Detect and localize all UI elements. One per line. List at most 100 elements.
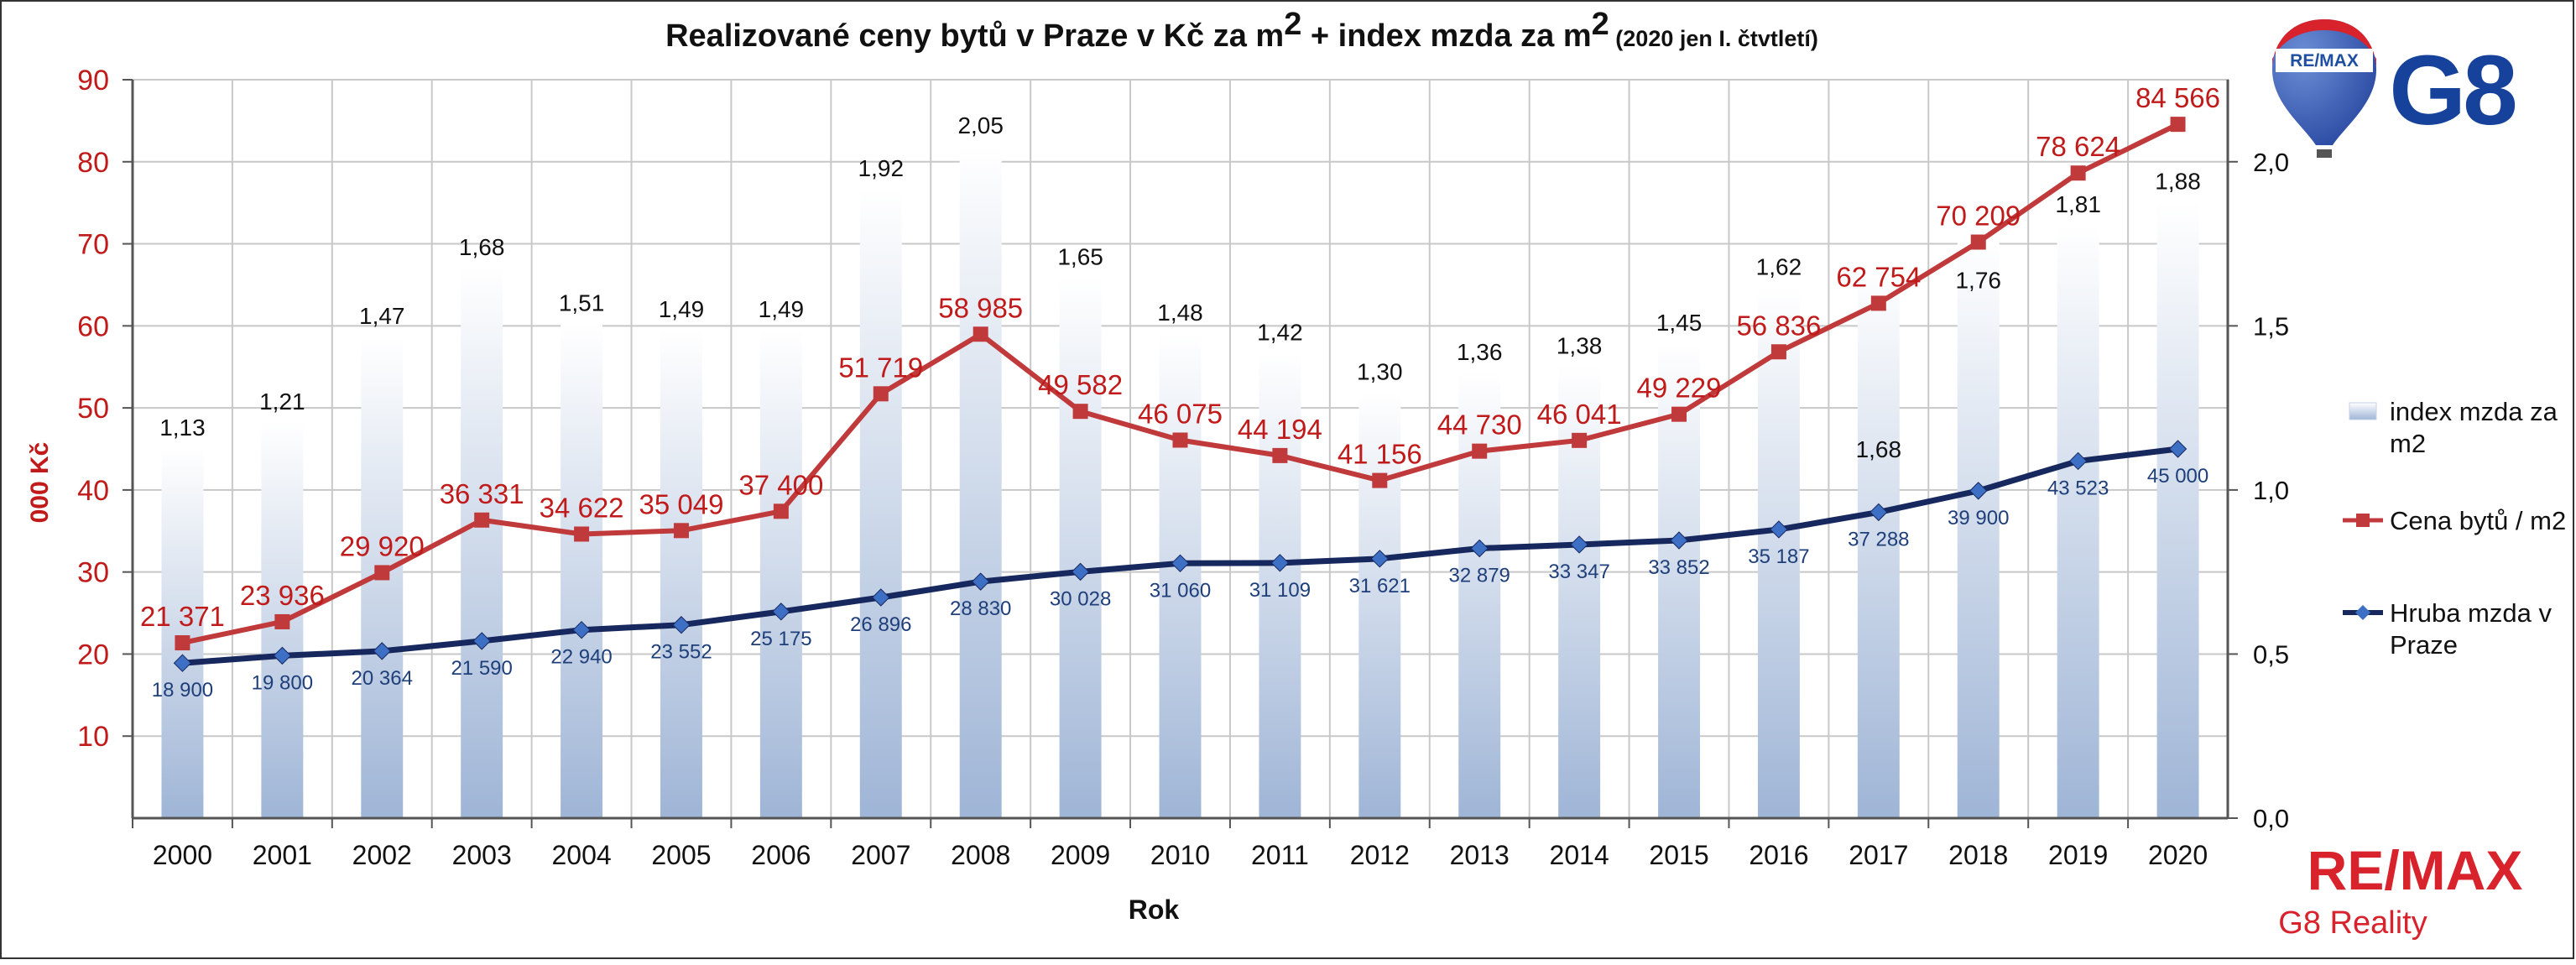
line-layer [173, 117, 2188, 672]
bar-label-2002: 1,47 [359, 303, 405, 329]
wage-label-2001: 19 800 [252, 671, 313, 694]
bar-label-2005: 1,49 [659, 296, 705, 322]
x-tick-label-2020: 2020 [2148, 840, 2208, 870]
legend-swatch-bar [2349, 402, 2377, 420]
wage-label-2014: 33 347 [1548, 561, 1609, 583]
bar-index-2004 [561, 322, 603, 818]
y-right-tick-label: 1,5 [2253, 311, 2289, 341]
price-label-2003: 36 331 [440, 478, 524, 509]
y-right-tick-label: 0,5 [2253, 639, 2289, 669]
bar-label-2006: 1,49 [759, 296, 805, 322]
bar-index-2010 [1159, 332, 1202, 819]
bar-label-2019: 1,81 [2055, 191, 2101, 217]
bar-label-2011: 1,42 [1257, 320, 1303, 346]
chart-title: Realizované ceny bytů v Praze v Kč za m2… [665, 7, 1818, 54]
bar-label-2008: 2,05 [957, 112, 1004, 138]
legend-marker-wage [2355, 605, 2370, 620]
price-point-2016 [1770, 344, 1786, 360]
legend-marker-price [2356, 514, 2370, 527]
price-label-2005: 35 049 [639, 488, 724, 519]
remax-wordmark: RE/MAX [2307, 839, 2523, 901]
x-tick-label-2007: 2007 [851, 840, 910, 870]
wage-point-2000 [173, 654, 192, 672]
chart-title-sup2: 2 [1592, 7, 1609, 42]
price-label-2012: 41 156 [1338, 439, 1422, 470]
wage-label-2003: 21 590 [451, 657, 512, 680]
bar-index-2007 [859, 188, 902, 819]
bar-label-2001: 1,21 [259, 389, 305, 415]
x-tick-label-2002: 2002 [352, 840, 412, 870]
bar-index-2019 [2057, 224, 2099, 819]
x-tick-label-2011: 2011 [1251, 840, 1309, 870]
y-left-tick-label: 50 [77, 393, 109, 425]
x-tick-label-2003: 2003 [452, 840, 512, 870]
legend-label-2-0: Hruba mzda v [2390, 598, 2552, 628]
bar-label-2020: 1,88 [2155, 169, 2201, 195]
y-left-tick-label: 70 [77, 229, 109, 261]
wage-label-2006: 25 175 [750, 628, 811, 650]
wage-point-2008 [971, 572, 990, 591]
x-tick-label-2014: 2014 [1550, 840, 1609, 870]
legend-label-0-1: m2 [2390, 429, 2426, 458]
bar-label-2010: 1,48 [1157, 300, 1203, 326]
y-left-tick-label: 30 [77, 557, 109, 589]
price-label-2014: 46 041 [1537, 399, 1622, 430]
y-axis-left-title: 000 Kč [26, 442, 54, 524]
bar-label-2007: 1,92 [858, 155, 905, 181]
bar-index-2018 [1957, 240, 2000, 819]
price-point-2008 [973, 326, 988, 342]
wage-point-2001 [273, 646, 292, 665]
wage-point-2018 [1969, 482, 1988, 500]
wage-point-2019 [2068, 451, 2088, 471]
y-right-tick-label: 2,0 [2253, 148, 2289, 177]
wage-point-2011 [1270, 554, 1290, 572]
price-point-2006 [773, 503, 789, 519]
bar-label-2015: 1,45 [1656, 310, 1703, 336]
axis-layer: 10 20 30 40 50 60 70 80 90 0,0 0,5 1,0 1,5 2,0 2000 200… [77, 65, 2289, 870]
x-tick-label-2009: 2009 [1051, 840, 1110, 870]
wage-label-2013: 32 879 [1449, 565, 1510, 587]
wage-label-2020: 45 000 [2147, 465, 2208, 488]
chart-title-sup1: 2 [1284, 7, 1301, 42]
bar-label-2014: 1,38 [1557, 332, 1603, 358]
price-point-2020 [2170, 117, 2186, 133]
y-left-tick-label: 90 [77, 65, 109, 96]
price-point-2017 [1870, 295, 1886, 311]
wage-point-2006 [772, 602, 790, 621]
x-tick-label-2000: 2000 [153, 840, 212, 870]
bar-label-2000: 1,13 [159, 415, 206, 441]
g8-reality-text: G8 Reality [2278, 905, 2427, 941]
wage-point-2002 [373, 642, 391, 660]
wage-label-2017: 37 288 [1848, 528, 1909, 550]
legend-label-2-1: Praze [2390, 630, 2458, 660]
balloon-text: RE/MAX [2290, 51, 2359, 70]
price-label-2018: 70 209 [1936, 201, 2021, 232]
x-tick-label-2006: 2006 [751, 840, 811, 870]
wage-label-2007: 26 896 [850, 613, 911, 636]
bar-label-2016: 1,62 [1756, 253, 1802, 279]
y-right-tick-label: 0,0 [2253, 804, 2289, 833]
wage-label-2009: 30 028 [1050, 587, 1111, 610]
wage-point-2004 [572, 620, 591, 639]
bar-index-2005 [660, 329, 702, 818]
x-axis-title: Rok [1129, 895, 1180, 925]
price-point-2013 [1472, 443, 1488, 459]
bar-index-2011 [1259, 352, 1301, 819]
wage-label-2010: 31 060 [1150, 579, 1211, 602]
y-left-tick-label: 10 [77, 721, 109, 753]
x-tick-label-2018: 2018 [1948, 840, 2008, 870]
bar-label-layer: 1,13 1,21 1,47 1,68 1,51 1,49 1,49 1,92 2,05 1,65… [159, 112, 2201, 462]
legend: index mzda za m2 Cena bytů / m2 Hruba mzda … [2343, 397, 2566, 660]
chart-title-part2: + index mzda za m [1301, 18, 1591, 54]
bar-label-2018: 1,76 [1955, 267, 2001, 293]
x-tick-label-2019: 2019 [2048, 840, 2108, 870]
bar-label-2004: 1,51 [559, 290, 605, 316]
y-left-tick-label: 40 [77, 475, 109, 507]
price-label-2004: 34 622 [540, 492, 624, 523]
price-label-2017: 62 754 [1836, 261, 1921, 292]
bar-index-2012 [1358, 391, 1401, 818]
wage-point-2010 [1171, 554, 1190, 573]
bar-index-2009 [1059, 276, 1102, 819]
